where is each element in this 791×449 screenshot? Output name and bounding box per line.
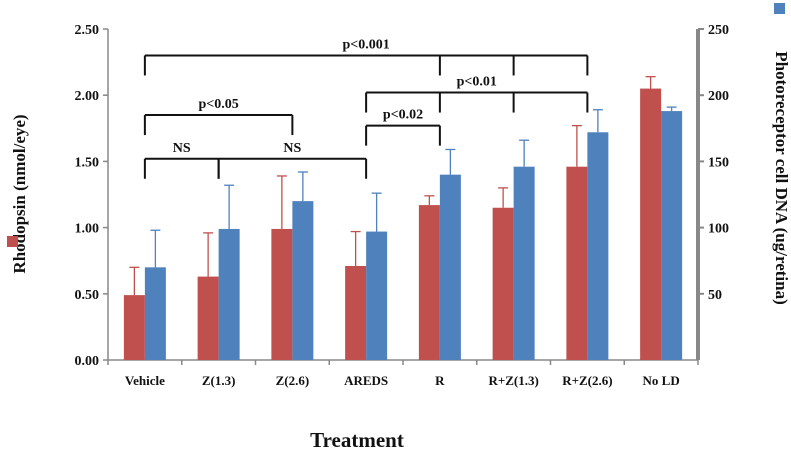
x-category-label: No LD bbox=[643, 373, 680, 388]
right-axis-title: Photoreceptor cell DNA (ug/retina) bbox=[772, 51, 791, 305]
significance-label: p<0.001 bbox=[342, 37, 389, 52]
rhodopsin-bar bbox=[271, 228, 293, 360]
left-tick-label: 2.50 bbox=[75, 23, 100, 38]
right-tick-label: 150 bbox=[708, 155, 729, 170]
rhodopsin-bar bbox=[418, 205, 440, 360]
significance-label: p<0.01 bbox=[457, 75, 497, 90]
right-tick-label: 50 bbox=[708, 288, 722, 303]
dna-bar bbox=[366, 231, 388, 360]
dna-bar bbox=[661, 111, 683, 360]
x-category-label: R bbox=[435, 373, 445, 388]
right-tick-label: 250 bbox=[708, 23, 729, 38]
left-tick-label: 0.50 bbox=[75, 288, 100, 303]
rhodopsin-bar bbox=[345, 265, 367, 360]
x-axis-categories: Vehicle Z(1.3) Z(2.6) AREDS R R+Z(1.3) R+Z(2.6… bbox=[107, 360, 699, 388]
rhodopsin-bar bbox=[197, 276, 219, 360]
dna-bar bbox=[144, 267, 166, 360]
right-legend-swatch bbox=[774, 3, 785, 14]
x-axis-title: Treatment bbox=[310, 428, 404, 449]
bars bbox=[123, 76, 683, 360]
left-legend-swatch bbox=[7, 236, 18, 247]
right-tick-label: 100 bbox=[708, 222, 729, 237]
dna-bar bbox=[218, 228, 240, 360]
rhodopsin-bar bbox=[123, 295, 145, 360]
left-tick-label: 1.00 bbox=[75, 222, 100, 237]
right-tick-label: 200 bbox=[708, 89, 729, 104]
rhodopsin-bar bbox=[640, 88, 662, 360]
left-axis-title: Rhodopsin (nmol/eye) bbox=[10, 114, 29, 273]
significance-brackets: p<0.001 p<0.01 p<0.05 p<0.02 NS NS bbox=[143, 37, 589, 179]
dna-bar bbox=[587, 132, 609, 360]
dna-bar bbox=[439, 174, 461, 360]
x-category-label: R+Z(2.6) bbox=[562, 373, 612, 388]
dna-bar bbox=[513, 166, 535, 360]
x-category-label: Z(1.3) bbox=[202, 373, 236, 388]
left-tick-label: 1.50 bbox=[75, 155, 100, 170]
dna-bar bbox=[292, 201, 314, 360]
rhodopsin-bar bbox=[492, 207, 514, 360]
left-tick-label: 0.00 bbox=[75, 354, 100, 369]
significance-label: NS bbox=[283, 141, 301, 156]
x-category-label: R+Z(1.3) bbox=[488, 373, 538, 388]
x-category-label: Vehicle bbox=[125, 373, 165, 388]
left-tick-label: 2.00 bbox=[75, 89, 100, 104]
significance-label: NS bbox=[173, 141, 191, 156]
x-category-label: Z(2.6) bbox=[276, 373, 310, 388]
significance-label: p<0.02 bbox=[383, 108, 423, 123]
rhodopsin-bar bbox=[566, 166, 588, 360]
right-axis: 50 100 150 200 250 bbox=[696, 23, 729, 360]
significance-label: p<0.05 bbox=[198, 97, 238, 112]
x-category-label: AREDS bbox=[344, 373, 388, 388]
